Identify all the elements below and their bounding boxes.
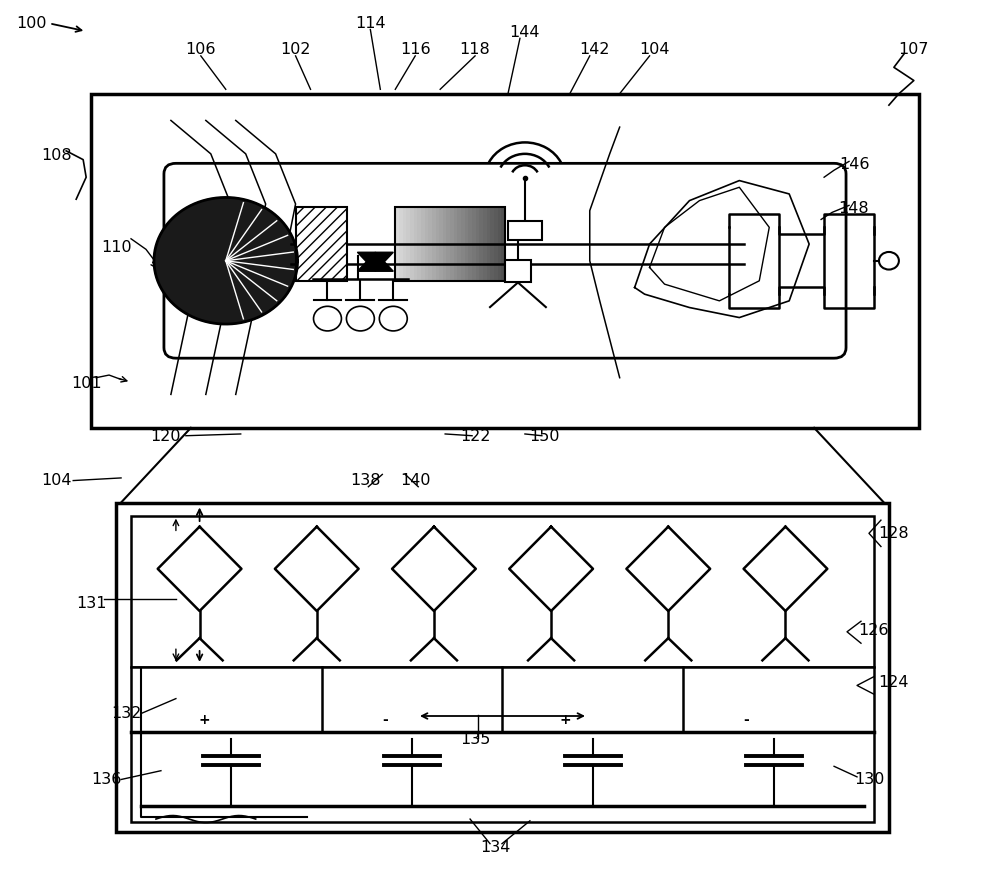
Bar — [494, 207, 498, 280]
Bar — [505, 259, 531, 282]
Bar — [472, 207, 476, 280]
Polygon shape — [509, 527, 593, 611]
Text: 144: 144 — [510, 25, 540, 40]
Text: 126: 126 — [859, 623, 889, 638]
Bar — [395, 207, 399, 280]
Bar — [417, 207, 421, 280]
Bar — [131, 667, 874, 822]
Bar — [414, 207, 417, 280]
Text: 118: 118 — [460, 42, 490, 57]
Bar — [479, 207, 483, 280]
Bar — [296, 207, 347, 280]
Polygon shape — [357, 252, 393, 272]
Circle shape — [346, 306, 374, 331]
Text: +: + — [560, 713, 572, 727]
Text: 132: 132 — [111, 706, 141, 721]
Bar — [425, 207, 428, 280]
Text: 114: 114 — [355, 16, 386, 31]
Circle shape — [314, 306, 341, 331]
Bar — [406, 207, 410, 280]
Text: 110: 110 — [101, 240, 131, 255]
Circle shape — [379, 306, 407, 331]
Bar — [91, 93, 919, 428]
Polygon shape — [626, 527, 710, 611]
Bar — [116, 503, 889, 833]
Bar — [450, 207, 454, 280]
Bar — [421, 207, 425, 280]
Polygon shape — [744, 527, 827, 611]
Text: 148: 148 — [839, 200, 869, 215]
Polygon shape — [154, 198, 298, 324]
Polygon shape — [158, 527, 241, 611]
Polygon shape — [275, 527, 359, 611]
Text: 107: 107 — [899, 42, 929, 57]
Bar — [476, 207, 479, 280]
Polygon shape — [392, 527, 476, 611]
Text: 134: 134 — [480, 840, 510, 855]
Bar — [432, 207, 436, 280]
Text: -: - — [382, 713, 388, 727]
Text: -: - — [744, 713, 749, 727]
Bar — [457, 207, 461, 280]
Circle shape — [879, 252, 899, 270]
FancyBboxPatch shape — [164, 163, 846, 358]
Text: 120: 120 — [151, 430, 181, 445]
Bar — [490, 207, 494, 280]
Bar — [428, 207, 432, 280]
Text: 104: 104 — [639, 42, 670, 57]
Bar — [410, 207, 414, 280]
Text: 100: 100 — [16, 16, 47, 31]
Text: 138: 138 — [350, 473, 381, 488]
Bar — [436, 207, 439, 280]
Text: 140: 140 — [400, 473, 430, 488]
Bar — [465, 207, 468, 280]
Bar — [487, 207, 490, 280]
Text: 124: 124 — [879, 676, 909, 691]
Text: 150: 150 — [530, 430, 560, 445]
Text: 142: 142 — [579, 42, 610, 57]
Bar — [403, 207, 406, 280]
Bar — [131, 516, 874, 668]
Bar — [498, 207, 501, 280]
Bar — [461, 207, 465, 280]
Text: 102: 102 — [280, 42, 311, 57]
Text: 101: 101 — [71, 377, 101, 392]
Bar — [395, 207, 505, 280]
Text: +: + — [198, 713, 210, 727]
Text: 136: 136 — [91, 772, 121, 787]
Text: 135: 135 — [460, 732, 490, 747]
Text: 108: 108 — [41, 148, 72, 163]
Polygon shape — [357, 252, 393, 272]
Bar — [399, 207, 403, 280]
Text: 106: 106 — [186, 42, 216, 57]
Bar — [483, 207, 487, 280]
Bar — [443, 207, 446, 280]
Bar — [468, 207, 472, 280]
Text: 130: 130 — [854, 772, 884, 787]
Bar — [446, 207, 450, 280]
Text: 131: 131 — [76, 596, 106, 611]
Text: 128: 128 — [879, 526, 909, 541]
Text: 104: 104 — [41, 473, 71, 488]
Text: 122: 122 — [460, 430, 490, 445]
Bar — [501, 207, 505, 280]
Text: 146: 146 — [839, 156, 869, 171]
Bar — [508, 220, 542, 240]
Bar — [439, 207, 443, 280]
Text: 116: 116 — [400, 42, 431, 57]
Bar — [454, 207, 457, 280]
